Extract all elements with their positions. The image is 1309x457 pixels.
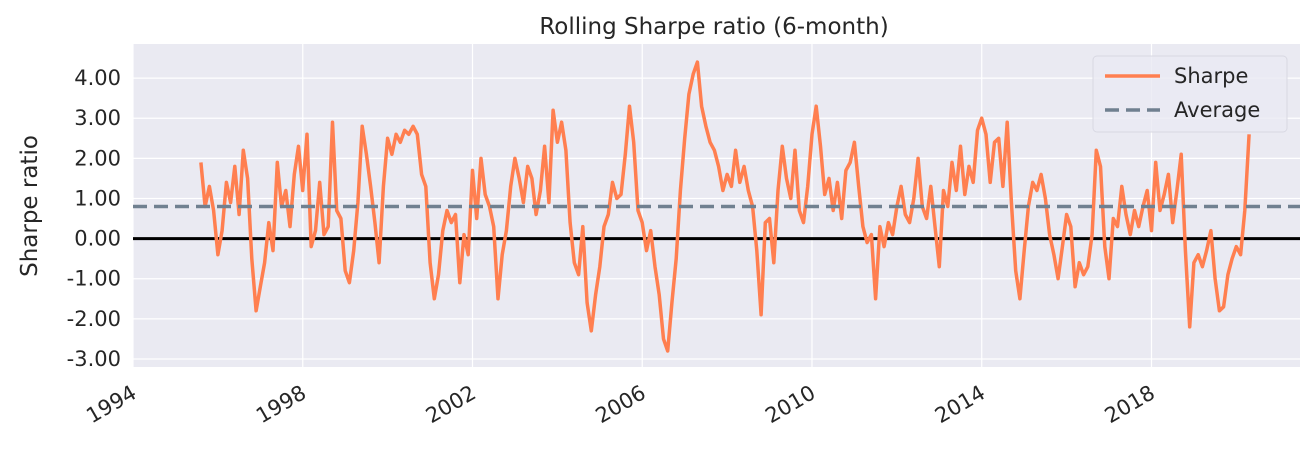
x-tick-label: 2014 <box>931 381 989 429</box>
x-tick-label: 2010 <box>761 381 819 429</box>
y-tick-label: 2.00 <box>74 146 121 170</box>
y-tick-label: -2.00 <box>67 307 121 331</box>
legend: Sharpe Average <box>1092 55 1288 133</box>
x-tick-label: 1998 <box>252 381 310 429</box>
x-tick-label: 2002 <box>422 381 480 429</box>
y-tick-label: 3.00 <box>74 106 121 130</box>
y-tick-label: -1.00 <box>67 267 121 291</box>
x-tick-label: 1994 <box>82 381 140 429</box>
y-tick-label: -3.00 <box>67 347 121 371</box>
legend-average-label: Average <box>1174 98 1260 122</box>
y-tick-label: 0.00 <box>74 227 121 251</box>
chart-title: Rolling Sharpe ratio (6-month) <box>539 14 888 40</box>
x-tick-label: 2006 <box>591 381 649 429</box>
x-tick-label: 2018 <box>1101 381 1159 429</box>
sharpe-series-line <box>199 60 1251 353</box>
y-axis-label: Sharpe ratio <box>17 135 43 277</box>
y-tick-label: 4.00 <box>74 66 121 90</box>
y-tick-labels: -3.00 -2.00 -1.00 0.00 1.00 2.00 3.00 4.00 <box>67 66 121 371</box>
x-tick-labels: 1994 1998 2002 2006 2010 2014 2018 <box>82 381 1159 429</box>
legend-sharpe-label: Sharpe <box>1174 64 1248 88</box>
y-tick-label: 1.00 <box>74 186 121 210</box>
